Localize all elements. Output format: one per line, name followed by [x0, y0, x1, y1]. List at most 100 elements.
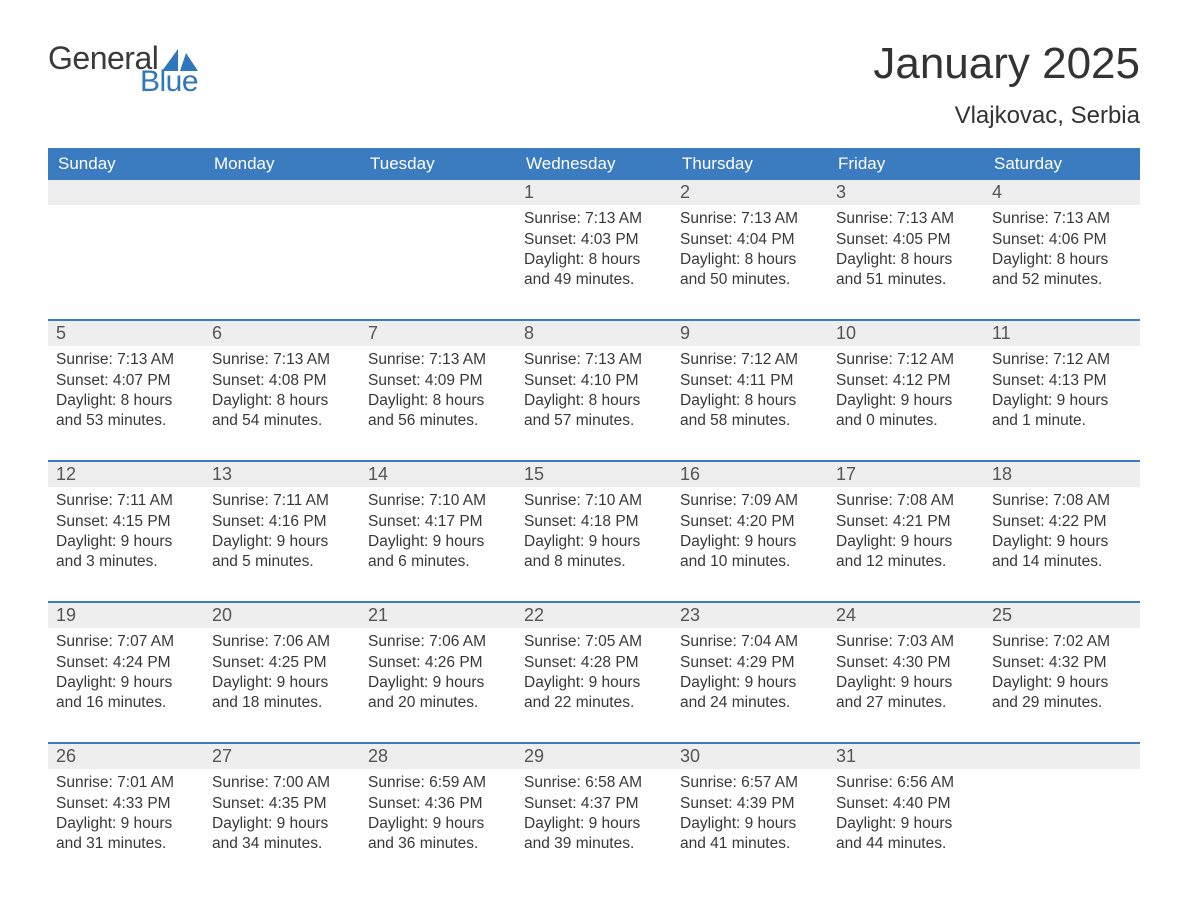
day-line: Daylight: 8 hours: [56, 391, 196, 411]
day-line: and 57 minutes.: [524, 411, 664, 431]
day-content-row: Sunrise: 7:13 AMSunset: 4:07 PMDaylight:…: [48, 346, 1140, 438]
day-number: [984, 744, 1140, 769]
day-line: Sunset: 4:04 PM: [680, 230, 820, 250]
day-line: and 44 minutes.: [836, 834, 976, 854]
day-line: Sunrise: 7:13 AM: [524, 209, 664, 229]
day-line: and 41 minutes.: [680, 834, 820, 854]
day-line: Daylight: 8 hours: [680, 250, 820, 270]
day-line: Daylight: 9 hours: [368, 673, 508, 693]
day-number: 19: [48, 603, 204, 628]
day-number: [48, 180, 204, 205]
day-content-row: Sunrise: 7:13 AMSunset: 4:03 PMDaylight:…: [48, 205, 1140, 297]
day-line: Sunrise: 7:11 AM: [212, 491, 352, 511]
day-line: Daylight: 9 hours: [212, 673, 352, 693]
day-line: Sunset: 4:24 PM: [56, 653, 196, 673]
day-line: and 51 minutes.: [836, 270, 976, 290]
day-line: and 49 minutes.: [524, 270, 664, 290]
day-line: Daylight: 9 hours: [56, 673, 196, 693]
day-number: [204, 180, 360, 205]
day-line: and 20 minutes.: [368, 693, 508, 713]
day-line: Daylight: 9 hours: [524, 673, 664, 693]
day-line: Sunset: 4:03 PM: [524, 230, 664, 250]
day-cell: Sunrise: 7:08 AMSunset: 4:21 PMDaylight:…: [828, 487, 984, 579]
day-cell: [360, 205, 516, 297]
day-line: and 52 minutes.: [992, 270, 1132, 290]
day-cell: Sunrise: 7:07 AMSunset: 4:24 PMDaylight:…: [48, 628, 204, 720]
day-number: 26: [48, 744, 204, 769]
day-line: Daylight: 9 hours: [836, 814, 976, 834]
day-line: Sunrise: 7:01 AM: [56, 773, 196, 793]
dow-monday: Monday: [204, 148, 360, 180]
day-cell: Sunrise: 7:03 AMSunset: 4:30 PMDaylight:…: [828, 628, 984, 720]
calendar-page: General Blue January 2025 Vlajkovac, Ser…: [0, 0, 1188, 861]
day-line: Daylight: 9 hours: [992, 673, 1132, 693]
day-number-row: 19202122232425: [48, 603, 1140, 628]
day-line: Sunset: 4:26 PM: [368, 653, 508, 673]
day-line: Sunset: 4:09 PM: [368, 371, 508, 391]
day-cell: [204, 205, 360, 297]
day-cell: Sunrise: 7:13 AMSunset: 4:08 PMDaylight:…: [204, 346, 360, 438]
day-line: Sunset: 4:25 PM: [212, 653, 352, 673]
day-line: Daylight: 9 hours: [992, 532, 1132, 552]
day-number: 22: [516, 603, 672, 628]
day-line: Sunrise: 7:10 AM: [368, 491, 508, 511]
day-line: and 50 minutes.: [680, 270, 820, 290]
day-line: Sunset: 4:06 PM: [992, 230, 1132, 250]
calendar-week: 1234Sunrise: 7:13 AMSunset: 4:03 PMDayli…: [48, 180, 1140, 297]
day-line: Daylight: 9 hours: [212, 532, 352, 552]
day-line: Daylight: 9 hours: [680, 532, 820, 552]
day-number: 14: [360, 462, 516, 487]
day-line: Sunrise: 7:08 AM: [992, 491, 1132, 511]
day-number: 8: [516, 321, 672, 346]
day-number: 29: [516, 744, 672, 769]
day-line: and 27 minutes.: [836, 693, 976, 713]
day-line: Sunrise: 7:11 AM: [56, 491, 196, 511]
day-line: and 3 minutes.: [56, 552, 196, 572]
day-line: Daylight: 9 hours: [56, 814, 196, 834]
day-cell: Sunrise: 7:13 AMSunset: 4:04 PMDaylight:…: [672, 205, 828, 297]
day-line: Sunset: 4:13 PM: [992, 371, 1132, 391]
day-line: and 58 minutes.: [680, 411, 820, 431]
day-cell: Sunrise: 7:10 AMSunset: 4:17 PMDaylight:…: [360, 487, 516, 579]
day-line: and 16 minutes.: [56, 693, 196, 713]
day-line: Sunset: 4:36 PM: [368, 794, 508, 814]
day-line: Daylight: 8 hours: [524, 391, 664, 411]
day-number: 28: [360, 744, 516, 769]
day-line: and 36 minutes.: [368, 834, 508, 854]
day-line: Sunrise: 7:13 AM: [836, 209, 976, 229]
day-line: and 34 minutes.: [212, 834, 352, 854]
day-line: Sunrise: 7:03 AM: [836, 632, 976, 652]
day-line: Sunset: 4:07 PM: [56, 371, 196, 391]
day-line: Daylight: 9 hours: [836, 532, 976, 552]
day-line: Sunset: 4:22 PM: [992, 512, 1132, 532]
calendar-week: 262728293031Sunrise: 7:01 AMSunset: 4:33…: [48, 742, 1140, 861]
week-separator: [48, 297, 1140, 319]
day-number: 5: [48, 321, 204, 346]
day-line: Sunrise: 6:56 AM: [836, 773, 976, 793]
day-line: Sunrise: 6:58 AM: [524, 773, 664, 793]
day-line: Daylight: 9 hours: [524, 814, 664, 834]
day-line: and 22 minutes.: [524, 693, 664, 713]
day-cell: Sunrise: 7:01 AMSunset: 4:33 PMDaylight:…: [48, 769, 204, 861]
day-line: Sunset: 4:12 PM: [836, 371, 976, 391]
day-line: and 31 minutes.: [56, 834, 196, 854]
day-line: Daylight: 9 hours: [368, 532, 508, 552]
day-line: Sunset: 4:05 PM: [836, 230, 976, 250]
day-cell: Sunrise: 7:12 AMSunset: 4:12 PMDaylight:…: [828, 346, 984, 438]
day-line: and 1 minute.: [992, 411, 1132, 431]
day-line: Sunrise: 7:06 AM: [368, 632, 508, 652]
day-line: Daylight: 9 hours: [212, 814, 352, 834]
day-line: Daylight: 9 hours: [680, 814, 820, 834]
day-line: Daylight: 8 hours: [524, 250, 664, 270]
day-number: 15: [516, 462, 672, 487]
day-line: Sunset: 4:32 PM: [992, 653, 1132, 673]
day-cell: [984, 769, 1140, 861]
day-cell: Sunrise: 7:00 AMSunset: 4:35 PMDaylight:…: [204, 769, 360, 861]
day-number-row: 1234: [48, 180, 1140, 205]
day-line: Sunset: 4:29 PM: [680, 653, 820, 673]
day-line: Daylight: 8 hours: [368, 391, 508, 411]
day-number: 6: [204, 321, 360, 346]
dow-wednesday: Wednesday: [516, 148, 672, 180]
day-cell: Sunrise: 6:57 AMSunset: 4:39 PMDaylight:…: [672, 769, 828, 861]
day-line: Sunset: 4:11 PM: [680, 371, 820, 391]
